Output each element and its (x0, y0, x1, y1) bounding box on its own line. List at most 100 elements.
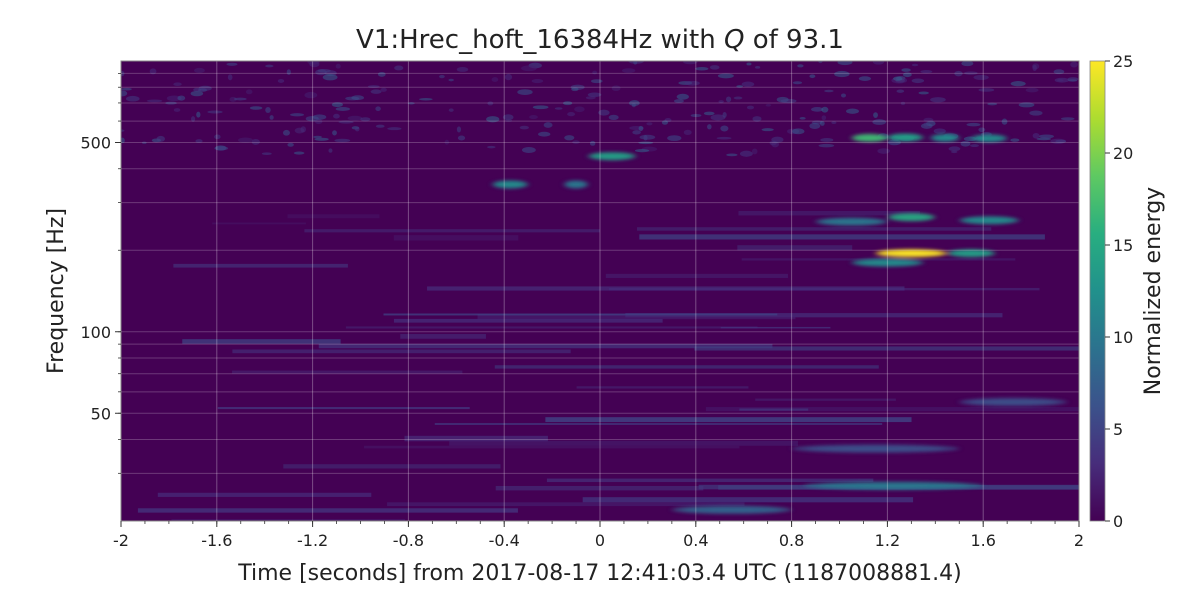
noise-speck (736, 85, 743, 88)
noise-speck (797, 64, 804, 68)
plot-area (121, 61, 1079, 521)
noise-speck (338, 120, 354, 124)
noise-speck (229, 96, 237, 102)
noise-band (283, 464, 501, 469)
noise-speck (667, 135, 682, 142)
noise-speck (448, 78, 454, 82)
noise-speck (819, 121, 825, 126)
noise-speck (504, 73, 513, 81)
noise-band (545, 417, 912, 423)
noise-speck (951, 150, 958, 154)
noise-speck (733, 96, 743, 100)
noise-speck (818, 61, 823, 64)
noise-speck (563, 101, 573, 106)
noise-speck (448, 108, 454, 112)
chart-title: V1:Hrec_hoft_16384Hz with Q of 93.1 (356, 25, 844, 55)
noise-speck (716, 136, 732, 140)
energy-blob (854, 135, 885, 141)
energy-blob (495, 182, 526, 187)
noise-speck (333, 113, 340, 119)
noise-speck (290, 113, 305, 117)
noise-speck (444, 139, 450, 145)
energy-blob (891, 214, 932, 220)
noise-speck (1050, 138, 1066, 144)
noise-speck (491, 77, 499, 83)
noise-speck (872, 61, 885, 65)
noise-speck (592, 70, 598, 75)
noise-speck (634, 149, 650, 153)
x-tick-label: -1.6 (201, 531, 232, 550)
noise-speck (407, 102, 415, 105)
noise-speck (834, 70, 850, 78)
noise-band (582, 497, 914, 503)
x-tick-label: -2 (113, 531, 129, 550)
noise-speck (661, 120, 669, 125)
noise-speck (589, 140, 596, 146)
colorbar-tick-label: 5 (1113, 420, 1123, 439)
y-axis-label: Frequency [Hz] (44, 208, 69, 374)
noise-speck (121, 129, 125, 132)
noise-speck (121, 137, 125, 144)
noise-speck (226, 62, 238, 66)
noise-band (494, 365, 879, 369)
noise-speck (978, 127, 986, 132)
noise-speck (1054, 77, 1070, 83)
noise-speck (684, 80, 700, 86)
noise-speck (638, 125, 644, 132)
noise-band (171, 519, 406, 521)
noise-band (393, 235, 519, 241)
y-tick-label: 50 (91, 404, 111, 423)
noise-speck (751, 148, 758, 155)
noise-speck (918, 91, 929, 95)
noise-speck (375, 124, 385, 128)
noise-speck (585, 96, 596, 100)
noise-speck (628, 100, 640, 107)
noise-speck (896, 89, 905, 93)
noise-band (364, 445, 740, 449)
noise-speck (146, 99, 163, 103)
noise-speck (1032, 64, 1037, 72)
noise-speck (960, 140, 971, 147)
noise-speck (314, 119, 323, 125)
noise-speck (312, 114, 327, 120)
noise-band (393, 318, 663, 323)
energy-blob (857, 260, 918, 265)
noise-speck (554, 107, 563, 110)
x-tick-label: 1.2 (875, 531, 900, 550)
noise-speck (277, 78, 285, 83)
noise-speck (487, 145, 496, 149)
x-tick-label: 1.6 (970, 531, 995, 550)
noise-speck (726, 153, 738, 157)
noise-band (387, 502, 745, 507)
noise-band (694, 346, 1079, 351)
noise-speck (543, 122, 553, 128)
energy-blob (821, 219, 882, 224)
colorbar-tick-label: 10 (1113, 328, 1133, 347)
noise-speck (375, 106, 381, 112)
noise-band (737, 245, 853, 251)
x-tick-label: 0 (595, 531, 605, 550)
energy-blob (881, 251, 942, 256)
noise-band (576, 386, 749, 389)
noise-speck (238, 137, 253, 143)
noise-band (232, 370, 463, 374)
noise-speck (173, 108, 181, 112)
noise-speck (799, 116, 806, 120)
noise-speck (419, 97, 433, 101)
noise-speck (741, 81, 755, 87)
noise-speck (347, 115, 363, 121)
noise-speck (739, 150, 753, 157)
noise-speck (354, 126, 360, 132)
y-tick-label: 500 (80, 134, 111, 153)
noise-speck (1010, 138, 1020, 142)
noise-speck (370, 89, 382, 94)
noise-speck (837, 61, 853, 66)
noise-speck (933, 128, 946, 134)
noise-speck (502, 114, 514, 121)
noise-speck (1060, 117, 1075, 121)
noise-speck (818, 143, 835, 148)
noise-speck (966, 122, 981, 127)
noise-speck (227, 74, 233, 81)
noise-speck (954, 70, 963, 77)
noise-speck (717, 73, 734, 79)
